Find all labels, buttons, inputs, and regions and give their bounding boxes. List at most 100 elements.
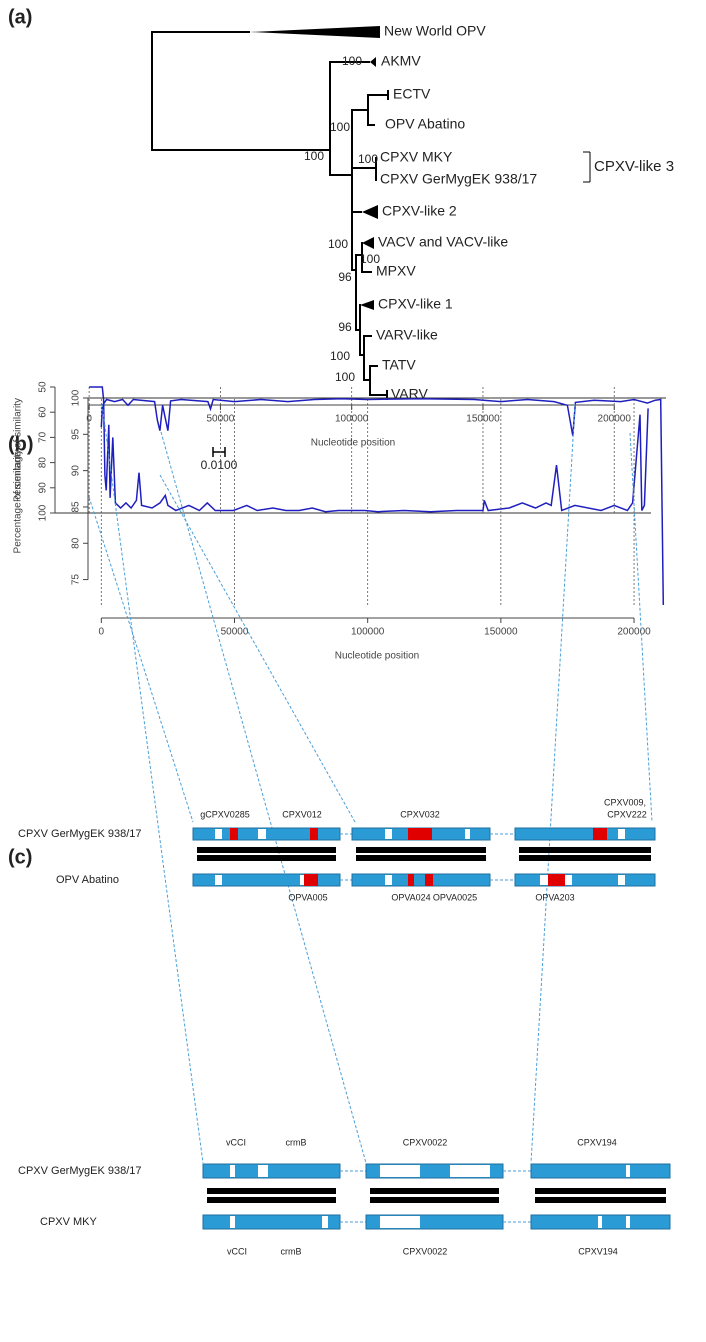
gene-gap (230, 1165, 235, 1177)
gene-gap (618, 875, 625, 885)
x-axis-label: Nucleotide position (311, 438, 396, 449)
leaf-label: OPV Abatino (385, 116, 465, 132)
gene-gap (215, 829, 222, 839)
gene-label: vCCI (226, 1137, 246, 1147)
connector (88, 496, 194, 823)
bootstrap-value: 100 (335, 370, 355, 384)
highlight-gene (408, 828, 432, 840)
y-tick-label: 75 (71, 574, 82, 586)
bootstrap-value: 96 (338, 320, 352, 334)
gene-gap (626, 1216, 630, 1228)
leaf-label: New World OPV (384, 23, 486, 39)
phylogenetic-tree (151, 26, 591, 457)
gene-gap (450, 1165, 490, 1177)
gene-label: CPXV032 (400, 809, 440, 819)
gene-gap (380, 1165, 420, 1177)
gene-gap (230, 1216, 235, 1228)
bootstrap-value: 100 (330, 120, 350, 134)
alignment-track (370, 1188, 499, 1194)
alignment-track (356, 847, 486, 853)
gene-gap (300, 875, 304, 885)
gene-gap (385, 875, 392, 885)
gene-label: crmB (286, 1137, 307, 1147)
similarity-line (89, 386, 649, 513)
alignment-track (535, 1197, 666, 1203)
leaf-label: ECTV (393, 86, 431, 102)
highlight-gene (593, 828, 607, 840)
alignment-track (370, 1197, 499, 1203)
scale-bar-label: 0.0100 (201, 458, 238, 472)
bootstrap-value: 100 (342, 54, 362, 68)
leaf-label: CPXV GerMygEK 938/17 (380, 171, 537, 187)
y-axis-label: Percentage of similarity (13, 398, 24, 502)
connector (530, 403, 576, 1164)
highlight-gene (548, 874, 565, 886)
genome-label: CPXV GerMygEK 938/17 (18, 828, 142, 840)
gene-label: vCCI (227, 1246, 247, 1256)
gene-gap (380, 1216, 420, 1228)
alignment-track (519, 855, 651, 861)
highlight-gene (425, 874, 433, 886)
y-tick-label: 85 (71, 501, 82, 513)
y-tick-label: 100 (38, 504, 49, 521)
gene-gap (598, 1216, 602, 1228)
gene-label: CPXV222 (607, 809, 647, 819)
alignment-track (197, 847, 336, 853)
panel-label: (a) (8, 6, 32, 28)
genome-label: CPXV GerMygEK 938/17 (18, 1165, 142, 1177)
y-tick-label: 90 (38, 482, 49, 494)
gene-label: OPVA0025 (433, 892, 477, 902)
gene-gap (465, 829, 470, 839)
gene-label: CPXV194 (578, 1246, 618, 1256)
x-tick-label: 200000 (598, 414, 632, 425)
highlight-gene (310, 828, 318, 840)
clade-label: CPXV-like 3 (594, 158, 674, 175)
gene-gap (618, 829, 625, 839)
genome-segment (530, 1163, 671, 1179)
x-tick-label: 50000 (207, 414, 235, 425)
y-tick-label: 70 (38, 431, 49, 443)
y-tick-label: 100 (71, 389, 82, 406)
gene-label: CPXV0022 (403, 1246, 448, 1256)
y-tick-label: 80 (71, 537, 82, 549)
leaf-label: CPXV-like 2 (382, 203, 457, 219)
gene-label: OPVA024 (391, 892, 430, 902)
genome-segment (202, 1214, 341, 1230)
alignment-track (207, 1188, 336, 1194)
gene-gap (258, 829, 266, 839)
gene-label: CPXV0022 (403, 1137, 448, 1147)
gene-gap (215, 875, 222, 885)
gene-gap (322, 1216, 328, 1228)
gene-label: CPXV194 (577, 1137, 617, 1147)
gene-label: CPXV012 (282, 809, 322, 819)
leaf-label: VACV and VACV-like (378, 234, 508, 250)
gene-gap (258, 1165, 268, 1177)
alignment-track (535, 1188, 666, 1194)
genome-segment (514, 873, 656, 887)
y-tick-label: 80 (38, 457, 49, 469)
x-tick-label: 150000 (484, 627, 518, 638)
x-tick-label: 150000 (466, 414, 500, 425)
genome-label: CPXV MKY (40, 1216, 98, 1228)
bootstrap-value: 100 (358, 152, 378, 166)
x-tick-label: 100000 (335, 414, 369, 425)
bootstrap-value: 100 (360, 252, 380, 266)
bootstrap-value: 100 (330, 349, 350, 363)
gene-gap (626, 1165, 630, 1177)
leaf-label: CPXV MKY (380, 149, 453, 165)
alignment-track (207, 1197, 336, 1203)
leaf-label: VARV-like (376, 327, 438, 343)
gene-label: crmB (281, 1246, 302, 1256)
leaf-label: MPXV (376, 263, 416, 279)
y-tick-label: 90 (71, 465, 82, 477)
leaf-label: TATV (382, 357, 416, 373)
x-tick-label: 50000 (221, 627, 249, 638)
gene-label: CPXV009, (604, 797, 646, 807)
genome-segment (202, 1163, 341, 1179)
connector (159, 474, 356, 823)
gene-gap (385, 829, 392, 839)
leaf-label: CPXV-like 1 (378, 296, 453, 312)
gene-label: OPVA005 (288, 892, 327, 902)
highlight-gene (304, 874, 318, 886)
